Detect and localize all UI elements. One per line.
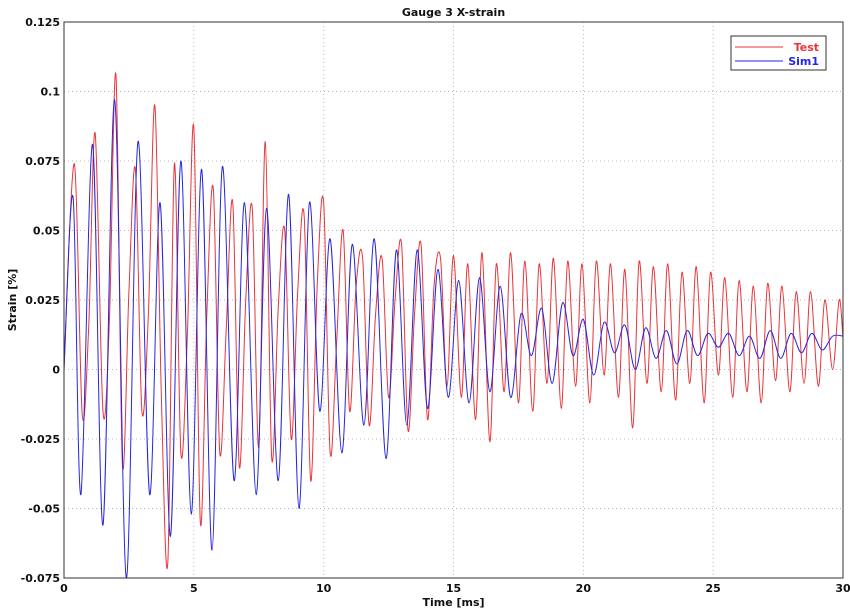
y-tick-label: 0.05	[33, 225, 60, 238]
chart-title: Gauge 3 X-strain	[402, 6, 505, 19]
y-tick-label: -0.025	[21, 433, 60, 446]
x-tick-label: 15	[446, 582, 461, 595]
y-tick-label: 0.125	[25, 16, 60, 29]
x-tick-label: 0	[60, 582, 68, 595]
x-tick-label: 5	[190, 582, 198, 595]
legend-label: Test	[794, 41, 819, 54]
y-axis-title: Strain [%]	[6, 269, 19, 332]
grid	[64, 22, 843, 578]
y-tick-label: 0.025	[25, 294, 60, 307]
x-tick-label: 20	[576, 582, 592, 595]
plot-frame	[63, 21, 844, 579]
y-tick-label: -0.05	[28, 503, 60, 516]
x-tick-label: 25	[706, 582, 721, 595]
y-tick-label: 0	[52, 364, 60, 377]
series-layer	[63, 72, 844, 579]
legend-box	[730, 35, 827, 71]
y-tick-label: 0.075	[25, 155, 60, 168]
ticks: 0 5 10 15 20 25 30 -0.075 -0.05 -0.025 0 0.025 0.05 0…	[21, 16, 850, 595]
y-tick-label: -0.075	[21, 572, 60, 585]
series-line-test	[63, 72, 844, 570]
x-tick-label: 30	[835, 582, 850, 595]
x-axis-title: Time [ms]	[422, 596, 484, 609]
legend-label: Sim1	[788, 55, 819, 68]
x-tick-label: 10	[316, 582, 332, 595]
series-line-sim1	[63, 99, 844, 579]
y-tick-label: 0.1	[41, 86, 61, 99]
